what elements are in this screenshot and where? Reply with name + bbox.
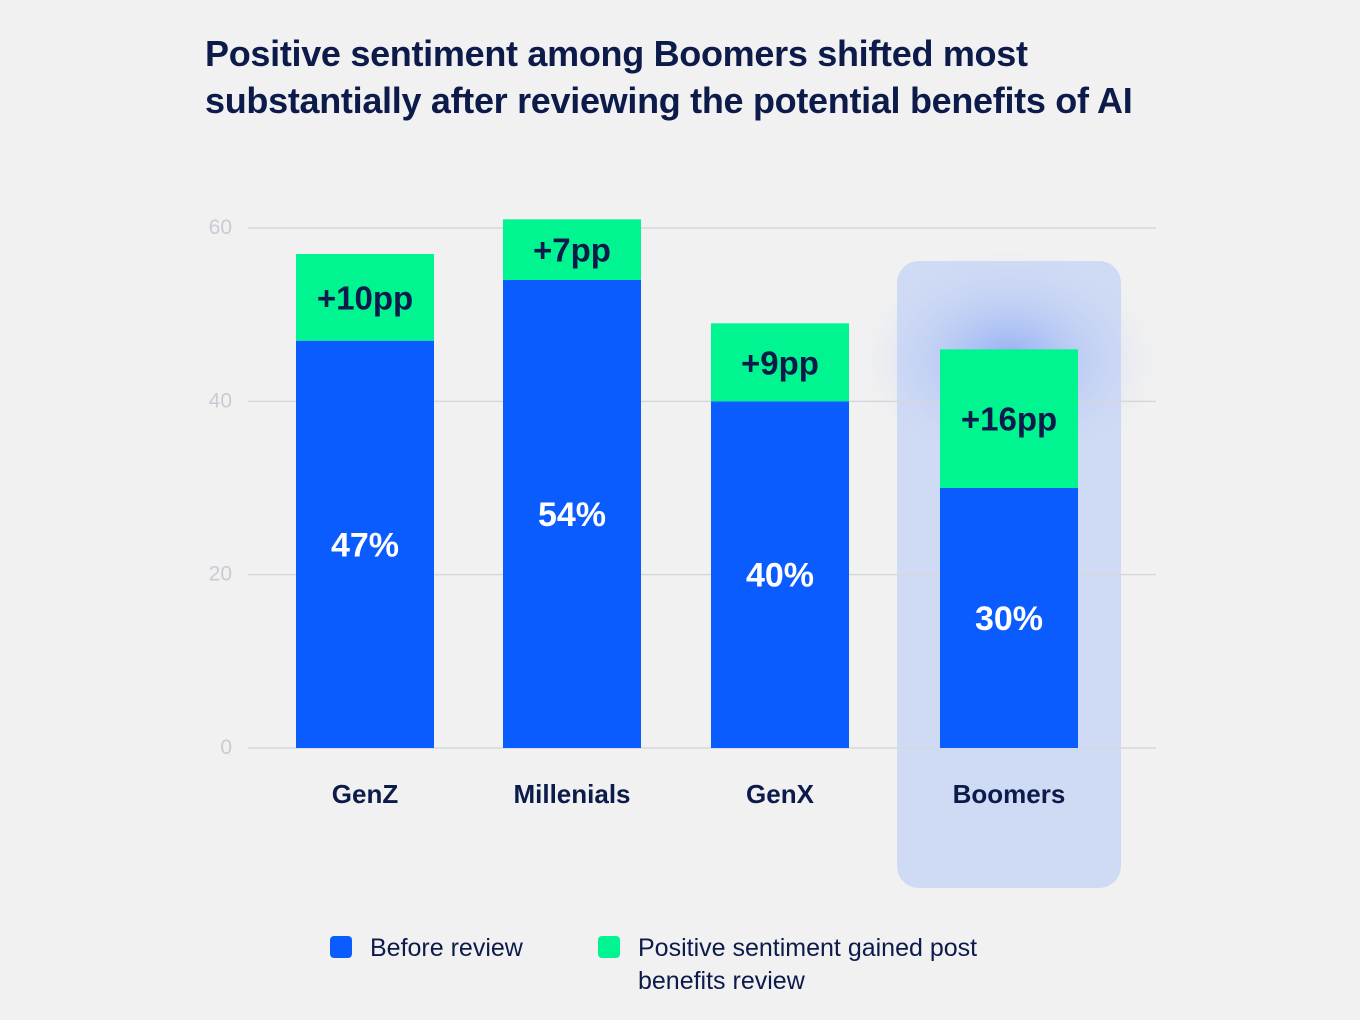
legend-swatch-gained bbox=[598, 936, 620, 958]
bar-before-review bbox=[711, 401, 849, 748]
bar-gained bbox=[711, 323, 849, 402]
legend-item-before: Before review bbox=[330, 932, 740, 965]
bar-gain-label: +16pp bbox=[961, 401, 1057, 438]
bar-gain-label: +7pp bbox=[533, 232, 611, 269]
bar-value-label: 54% bbox=[538, 496, 606, 534]
bar-before-review bbox=[296, 340, 434, 748]
y-tick-label: 40 bbox=[209, 389, 232, 412]
x-category-label: Boomers bbox=[953, 779, 1066, 809]
bar-gain-label: +10pp bbox=[317, 279, 413, 316]
x-category-label: Millenials bbox=[513, 779, 630, 809]
x-category-label: GenZ bbox=[332, 779, 399, 809]
bar-gained bbox=[296, 254, 434, 341]
bar-gain-label: +9pp bbox=[741, 344, 819, 381]
chart-title: Positive sentiment among Boomers shifted… bbox=[205, 33, 1133, 121]
bar-before-review bbox=[503, 280, 641, 748]
bar-value-label: 40% bbox=[746, 557, 814, 595]
bar-gained bbox=[503, 219, 641, 280]
bar-gained bbox=[940, 349, 1078, 488]
x-category-label: GenX bbox=[746, 779, 815, 809]
y-tick-label: 0 bbox=[220, 736, 232, 759]
y-tick-label: 60 bbox=[209, 216, 232, 239]
legend-label-gained: Positive sentiment gained post benefits … bbox=[638, 934, 978, 995]
bar-value-label: 30% bbox=[975, 600, 1043, 638]
legend-swatch-before bbox=[330, 936, 352, 958]
bar-value-label: 47% bbox=[331, 526, 399, 564]
bar-before-review bbox=[940, 488, 1078, 748]
legend-item-gained: Positive sentiment gained post benefits … bbox=[598, 932, 1008, 998]
legend-label-before: Before review bbox=[370, 934, 523, 962]
y-tick-label: 20 bbox=[209, 563, 232, 586]
